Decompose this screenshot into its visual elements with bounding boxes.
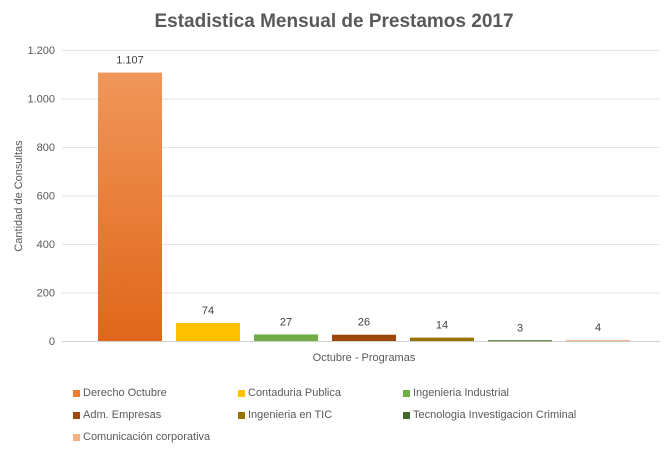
y-tick-label: 600 bbox=[37, 191, 55, 203]
data-label: 27 bbox=[280, 316, 292, 328]
y-tick-label: 800 bbox=[37, 142, 55, 154]
bar-6 bbox=[488, 340, 552, 342]
y-tick-label: 400 bbox=[37, 239, 55, 251]
legend-swatch bbox=[73, 433, 80, 441]
legend-swatch bbox=[73, 389, 80, 397]
legend: Derecho Octubre Contaduria Publica Ingenie… bbox=[73, 387, 653, 447]
bar-7 bbox=[566, 340, 630, 342]
data-label: 3 bbox=[517, 322, 523, 334]
legend-item: Derecho Octubre bbox=[73, 387, 167, 399]
y-tick-label: 1.200 bbox=[27, 45, 55, 57]
legend-label: Adm. Empresas bbox=[83, 409, 162, 421]
bar-4 bbox=[332, 334, 396, 341]
legend-swatch bbox=[73, 411, 80, 419]
legend-item: Ingenieria en TIC bbox=[238, 409, 332, 421]
x-axis-label: Octubre - Programas bbox=[313, 352, 416, 364]
legend-label: Comunicación corporativa bbox=[83, 431, 211, 443]
chart-title: Estadistica Mensual de Prestamos 2017 bbox=[154, 11, 513, 32]
legend-swatch bbox=[238, 389, 245, 397]
legend-swatch bbox=[403, 389, 410, 397]
bar-3 bbox=[254, 334, 318, 341]
data-label: 14 bbox=[436, 320, 448, 332]
legend-item: Comunicación corporativa bbox=[73, 431, 210, 443]
y-axis-label: Cantidad de Consultas bbox=[13, 140, 25, 252]
legend-label: Ingenieria Industrial bbox=[413, 387, 510, 399]
y-tick-label: 0 bbox=[49, 336, 55, 348]
legend-item: Tecnologia Investigacion Criminal bbox=[403, 409, 576, 421]
legend-swatch bbox=[238, 411, 245, 419]
y-tick-label: 1.000 bbox=[27, 94, 55, 106]
data-label: 4 bbox=[595, 322, 601, 334]
data-label: 74 bbox=[202, 305, 214, 317]
legend-swatch bbox=[403, 411, 410, 419]
legend-item: Contaduria Publica bbox=[238, 387, 341, 399]
data-label: 1.107 bbox=[116, 55, 144, 67]
bar-2 bbox=[176, 323, 240, 341]
data-label: 26 bbox=[358, 317, 370, 329]
y-tick-label: 200 bbox=[37, 288, 55, 300]
legend-label: Ingenieria en TIC bbox=[248, 409, 333, 421]
legend-label: Tecnologia Investigacion Criminal bbox=[413, 409, 577, 421]
legend-item: Adm. Empresas bbox=[73, 409, 161, 421]
legend-label: Derecho Octubre bbox=[83, 387, 167, 399]
legend-item: Ingenieria Industrial bbox=[403, 387, 509, 399]
bar-1 bbox=[98, 72, 162, 342]
bar-5 bbox=[410, 337, 474, 341]
legend-label: Contaduria Publica bbox=[248, 387, 341, 399]
